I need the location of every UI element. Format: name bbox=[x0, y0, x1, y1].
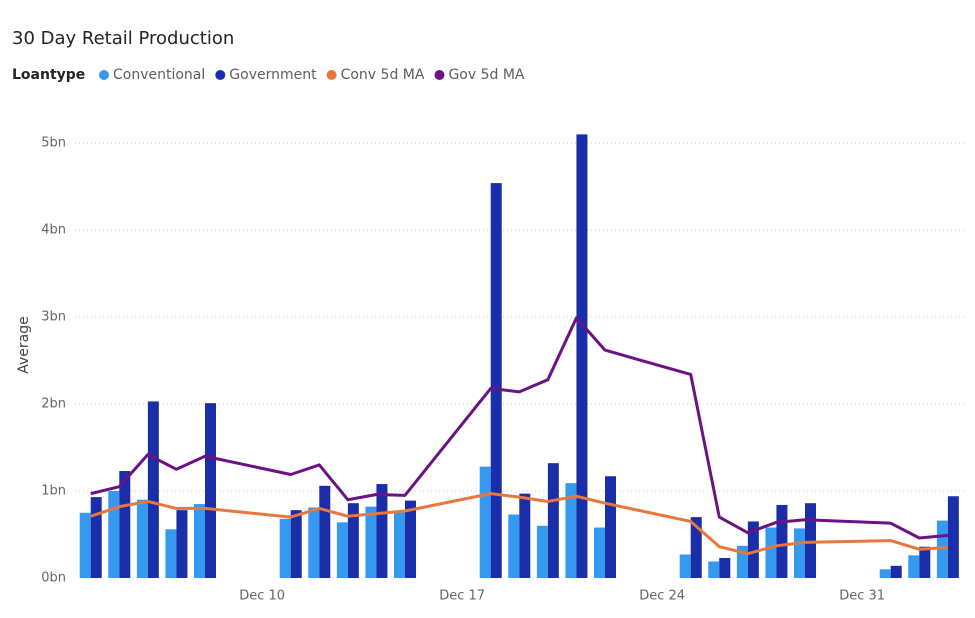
legend-label: Gov 5d MA bbox=[448, 67, 524, 83]
bar bbox=[879, 569, 891, 578]
legend-label: Government bbox=[229, 67, 317, 83]
bar bbox=[947, 496, 959, 578]
bar bbox=[736, 545, 748, 578]
legend-marker bbox=[99, 70, 109, 80]
y-tick-label: 4bn bbox=[41, 223, 66, 238]
bar bbox=[594, 527, 605, 578]
legend-marker bbox=[434, 70, 445, 80]
bar bbox=[519, 493, 531, 578]
bar bbox=[205, 403, 216, 578]
x-tick-label: Dec 24 bbox=[639, 589, 685, 604]
bar bbox=[605, 476, 616, 578]
y-tick-label: 1bn bbox=[41, 484, 66, 499]
bar bbox=[805, 503, 816, 578]
bar bbox=[690, 517, 702, 578]
bar bbox=[365, 506, 377, 578]
bar bbox=[908, 555, 920, 578]
bar bbox=[290, 510, 302, 578]
y-tick-label: 0bn bbox=[41, 571, 66, 586]
line bbox=[90, 492, 948, 556]
bar bbox=[376, 484, 388, 578]
y-axis-label: Average bbox=[16, 316, 32, 374]
bar bbox=[565, 483, 577, 578]
y-tick-label: 2bn bbox=[41, 397, 66, 412]
legend-marker bbox=[326, 70, 337, 80]
bar bbox=[890, 565, 902, 578]
bar bbox=[176, 510, 188, 578]
y-tick-label: 3bn bbox=[41, 310, 66, 325]
bar bbox=[679, 554, 691, 578]
legend-label: Conv 5d MA bbox=[341, 67, 425, 83]
bar bbox=[90, 497, 102, 578]
bar bbox=[776, 504, 788, 578]
bar bbox=[194, 504, 205, 578]
bar bbox=[347, 503, 359, 578]
bar bbox=[536, 525, 548, 578]
chart-title: 30 Day Retail Production bbox=[12, 28, 234, 49]
bar bbox=[747, 521, 759, 578]
bar bbox=[394, 511, 405, 578]
x-tick-label: Dec 10 bbox=[239, 589, 285, 604]
bar bbox=[336, 522, 348, 578]
bar bbox=[490, 183, 502, 579]
bar bbox=[708, 561, 720, 578]
y-tick-label: 5bn bbox=[41, 136, 66, 151]
bar bbox=[79, 512, 91, 578]
bar bbox=[165, 529, 177, 578]
line bbox=[90, 316, 948, 540]
bar bbox=[136, 499, 148, 578]
legend-label: Conventional bbox=[113, 67, 205, 83]
bar bbox=[119, 471, 131, 578]
bar bbox=[794, 528, 805, 578]
bar bbox=[479, 466, 491, 578]
bar bbox=[508, 514, 520, 578]
legend-title: Loantype bbox=[12, 67, 85, 83]
bar bbox=[547, 463, 559, 578]
bar bbox=[919, 546, 931, 578]
bar bbox=[405, 500, 416, 578]
x-tick-label: Dec 17 bbox=[439, 589, 485, 604]
bar bbox=[765, 527, 777, 578]
bar bbox=[279, 518, 291, 578]
bar bbox=[147, 401, 159, 578]
bar bbox=[308, 507, 320, 578]
bar bbox=[719, 557, 731, 578]
bar bbox=[576, 134, 588, 578]
legend-marker bbox=[215, 70, 226, 80]
x-tick-label: Dec 31 bbox=[839, 589, 885, 604]
bar bbox=[108, 491, 120, 578]
bar bbox=[319, 485, 331, 578]
